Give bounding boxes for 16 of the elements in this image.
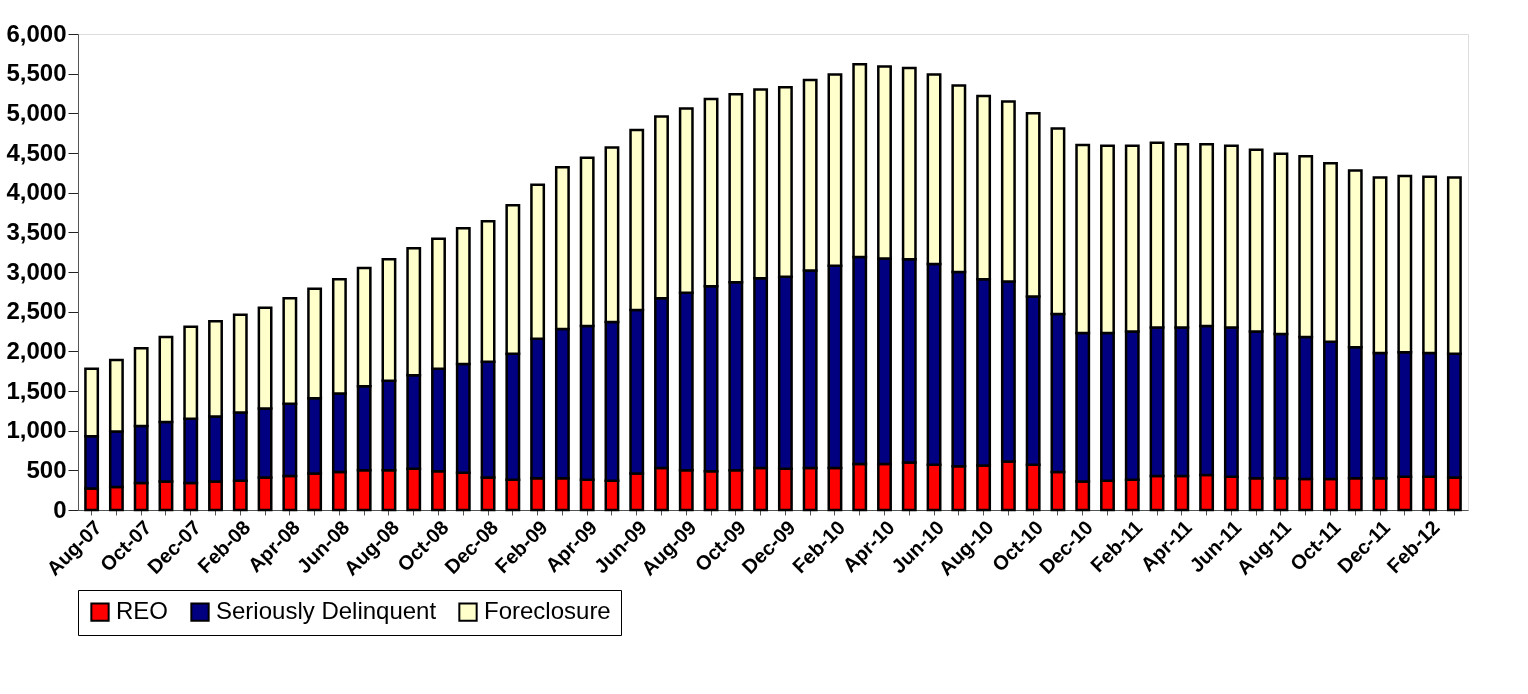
y-tick-label: 3,500 — [6, 217, 67, 245]
y-tick-label: 2,000 — [6, 336, 67, 364]
y-tick-label: 0 — [53, 495, 67, 523]
y-tick-label: 2,500 — [6, 297, 67, 325]
y-tick-label: 6,000 — [6, 19, 67, 47]
y-tick-label: 3,000 — [6, 257, 67, 285]
y-tick-label: 5,000 — [6, 98, 67, 126]
legend-label: REO — [116, 597, 169, 625]
y-tick-label: 1,000 — [6, 416, 67, 444]
legend-label: Seriously Delinquent — [216, 597, 437, 625]
legend-label: Foreclosure — [484, 597, 611, 625]
y-tick-label: 1,500 — [6, 376, 67, 404]
y-tick-label: 500 — [26, 455, 67, 483]
y-tick-label: 4,000 — [6, 178, 67, 206]
y-tick-label: 5,500 — [6, 59, 67, 87]
y-tick-label: 4,500 — [6, 138, 67, 166]
